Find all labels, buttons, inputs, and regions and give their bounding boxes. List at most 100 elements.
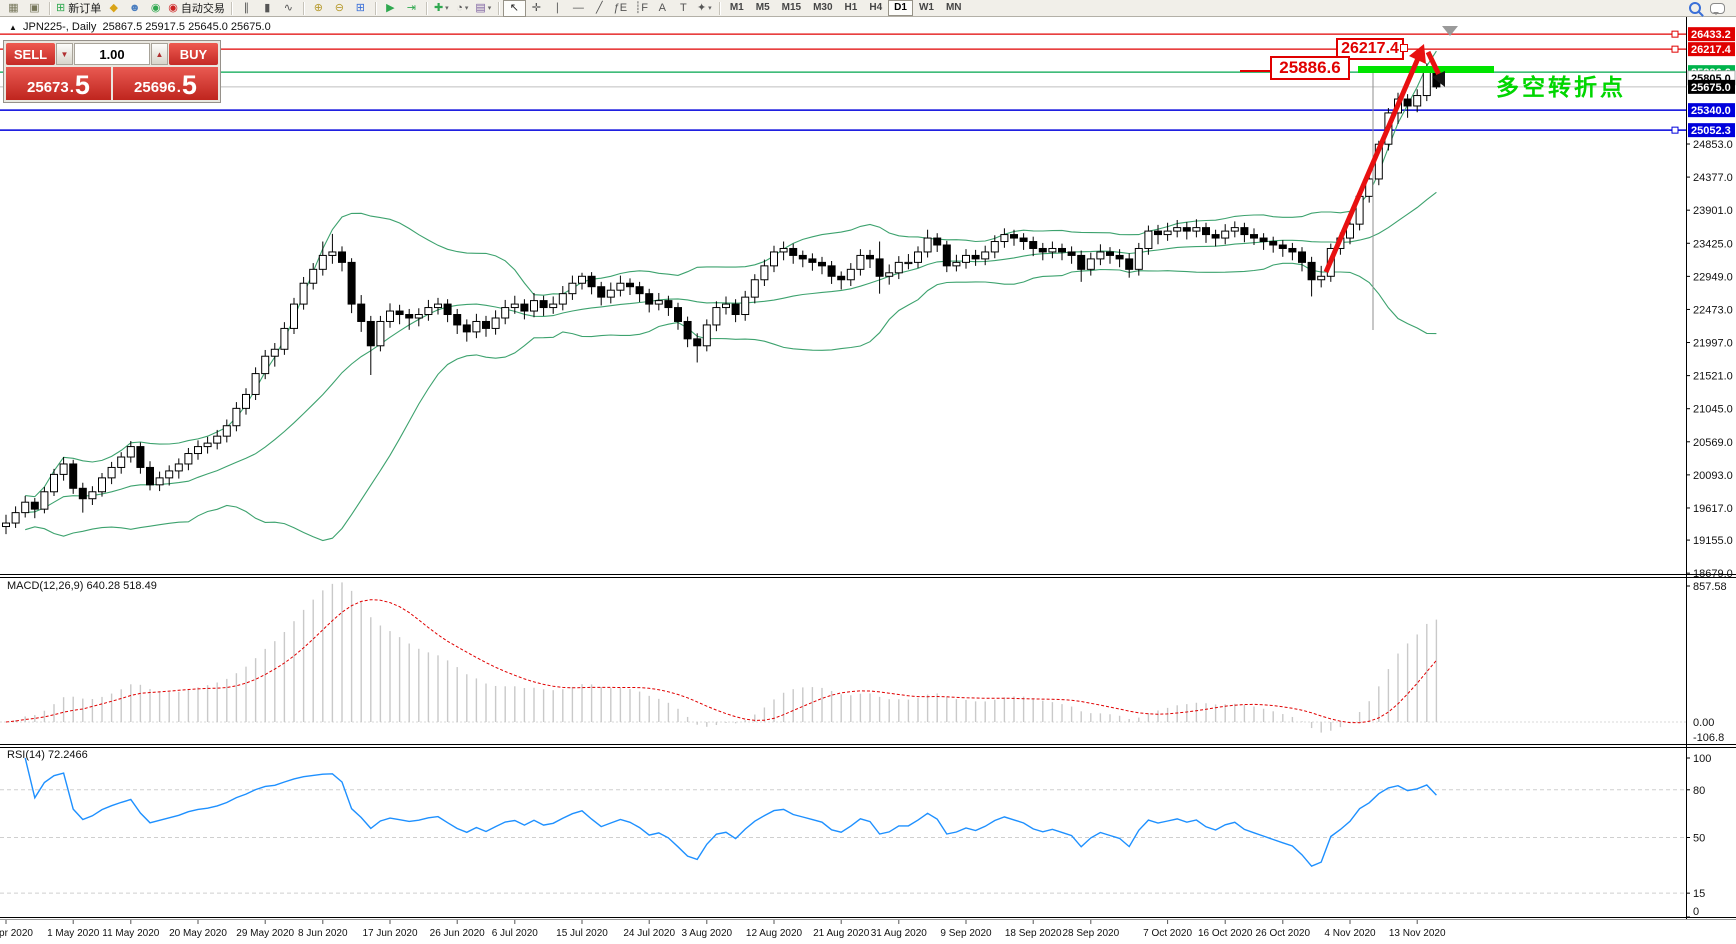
sell-price-panel[interactable]: 25673. 5 — [6, 67, 111, 100]
timeframe-m1-button[interactable]: M1 — [729, 2, 744, 13]
trendline-icon[interactable]: ╱ — [596, 1, 603, 14]
candle — [40, 491, 49, 510]
candle — [491, 317, 500, 329]
sell-button[interactable]: SELL — [6, 43, 55, 65]
indicators-icon[interactable]: ✚ ▾ — [433, 1, 449, 14]
text-icon[interactable]: A — [658, 1, 666, 14]
vertical-line-icon[interactable]: ∣ — [554, 1, 561, 14]
candle — [1029, 241, 1038, 249]
signals-icon[interactable]: ◉ — [150, 1, 161, 14]
timeframe-h1-button[interactable]: H1 — [844, 2, 858, 13]
toolbar-separator — [497, 1, 499, 15]
resistance-label-box[interactable]: 26217.4 — [1336, 38, 1404, 60]
text-label-icon[interactable]: T — [679, 1, 687, 14]
toolbar-separator — [374, 1, 376, 15]
candle — [184, 453, 193, 465]
buy-button[interactable]: BUY — [169, 43, 218, 65]
search-icon[interactable] — [1689, 2, 1701, 14]
candle — [770, 251, 778, 267]
channel-icon[interactable]: ┊F — [634, 1, 648, 14]
autotrading-button[interactable]: ◉ 自动交易 — [168, 1, 225, 16]
svg-text:18679.0: 18679.0 — [1693, 568, 1733, 580]
cursor-icon[interactable]: ↖ — [502, 0, 526, 17]
horizontal-line-icon[interactable]: — — [572, 1, 584, 14]
timeframe-w1-button[interactable]: W1 — [918, 2, 934, 13]
dropdown-caret-icon[interactable]: ▾ — [464, 5, 469, 12]
fibonacci-icon[interactable]: ƒE — [613, 1, 628, 14]
crosshair-icon[interactable]: ✛ — [531, 1, 541, 14]
data-window-icon[interactable]: ▣ — [29, 1, 40, 14]
zoom-out-icon[interactable]: ⊖ — [334, 1, 344, 14]
panel-borders — [0, 17, 1736, 920]
chat-icon[interactable] — [1710, 2, 1725, 15]
candle — [1202, 227, 1210, 236]
timeframe-m5-button[interactable]: M5 — [755, 2, 770, 13]
volume-increase-button[interactable]: ▲ — [151, 43, 168, 65]
candle — [981, 251, 990, 260]
buy-price-panel[interactable]: 25696. 5 — [113, 67, 218, 100]
candle — [1038, 247, 1047, 253]
auto-scroll-icon[interactable]: ▶ — [386, 1, 395, 14]
candlestick-chart-icon[interactable]: ▮ — [264, 1, 271, 14]
candle — [914, 251, 922, 263]
candle — [933, 237, 942, 246]
candle — [846, 268, 855, 281]
candle — [1125, 258, 1134, 270]
timeframe-mn-button[interactable]: MN — [945, 2, 962, 13]
volume-decrease-button[interactable]: ▼ — [56, 43, 73, 65]
candle — [654, 300, 663, 305]
volume-input[interactable]: 1.00 — [74, 43, 150, 65]
candle — [290, 303, 298, 329]
candle — [318, 254, 327, 270]
shapes-icon[interactable]: ✦ ▾ — [696, 1, 712, 14]
zoom-in-icon[interactable]: ⊕ — [313, 1, 323, 14]
candle — [952, 261, 961, 267]
dropdown-caret-icon[interactable]: ▾ — [708, 5, 712, 12]
highlight-bar — [1358, 66, 1494, 73]
candle — [98, 477, 106, 493]
candle — [1230, 227, 1239, 232]
date-label: 6 Jul 2020 — [492, 928, 539, 939]
support-label-box[interactable]: 25886.6 — [1270, 56, 1350, 80]
candle — [1317, 275, 1326, 281]
svg-text:23901.0: 23901.0 — [1693, 205, 1733, 217]
svg-text:23425.0: 23425.0 — [1693, 238, 1733, 250]
chart-shift-icon[interactable]: ⇥ — [406, 1, 416, 14]
line-anchor-handle[interactable] — [1400, 44, 1408, 52]
candle — [328, 251, 337, 256]
bar-chart-icon[interactable]: ∥ — [243, 1, 250, 14]
one-click-trading-widget: SELL ▼ 1.00 ▲ BUY 25673. 5 25696. 5 — [3, 40, 221, 103]
date-label: 26 Jun 2020 — [430, 928, 485, 939]
candle — [1058, 247, 1066, 253]
dropdown-caret-icon[interactable]: ▾ — [445, 5, 449, 12]
depth-of-market-icon[interactable]: ◆ — [109, 1, 118, 14]
timeframe-h4-button[interactable]: H4 — [869, 2, 883, 13]
marker-triangle-icon — [1442, 26, 1458, 36]
svg-text:24377.0: 24377.0 — [1693, 172, 1733, 184]
tile-windows-icon[interactable]: ⊞ — [355, 1, 365, 14]
price-axis[interactable]: 24853.0 24377.0 23901.0 23425.0 22949.0 22473… — [1686, 139, 1733, 918]
date-label: 22 Apr 2020 — [0, 928, 33, 939]
timeframe-m30-button[interactable]: M30 — [813, 2, 833, 13]
candle — [1413, 95, 1422, 107]
line-chart-icon[interactable]: ∿ — [283, 1, 293, 14]
rsi-panel — [0, 757, 1686, 894]
candle — [837, 275, 846, 281]
candle — [146, 466, 154, 486]
candle — [818, 261, 826, 267]
timeframe-m15-button[interactable]: M15 — [781, 2, 802, 13]
candle — [386, 310, 394, 322]
new-order-button[interactable]: ⊞ 新订单 — [56, 1, 102, 16]
templates-icon[interactable]: ▤ ▾ — [475, 1, 492, 14]
candle — [21, 501, 30, 514]
candle — [30, 501, 39, 510]
periods-icon[interactable]: ◔ ▾ — [456, 1, 469, 14]
dropdown-caret-icon[interactable]: ▾ — [487, 5, 492, 12]
market-watch-icon[interactable]: ▦ — [8, 1, 19, 14]
candle — [731, 303, 740, 316]
candle — [789, 247, 798, 256]
one-click-collapse-icon[interactable]: ▲ — [9, 23, 17, 32]
timeframe-d1-button[interactable]: D1 — [888, 0, 913, 16]
strategy-tester-icon[interactable]: ☻ — [128, 1, 141, 14]
